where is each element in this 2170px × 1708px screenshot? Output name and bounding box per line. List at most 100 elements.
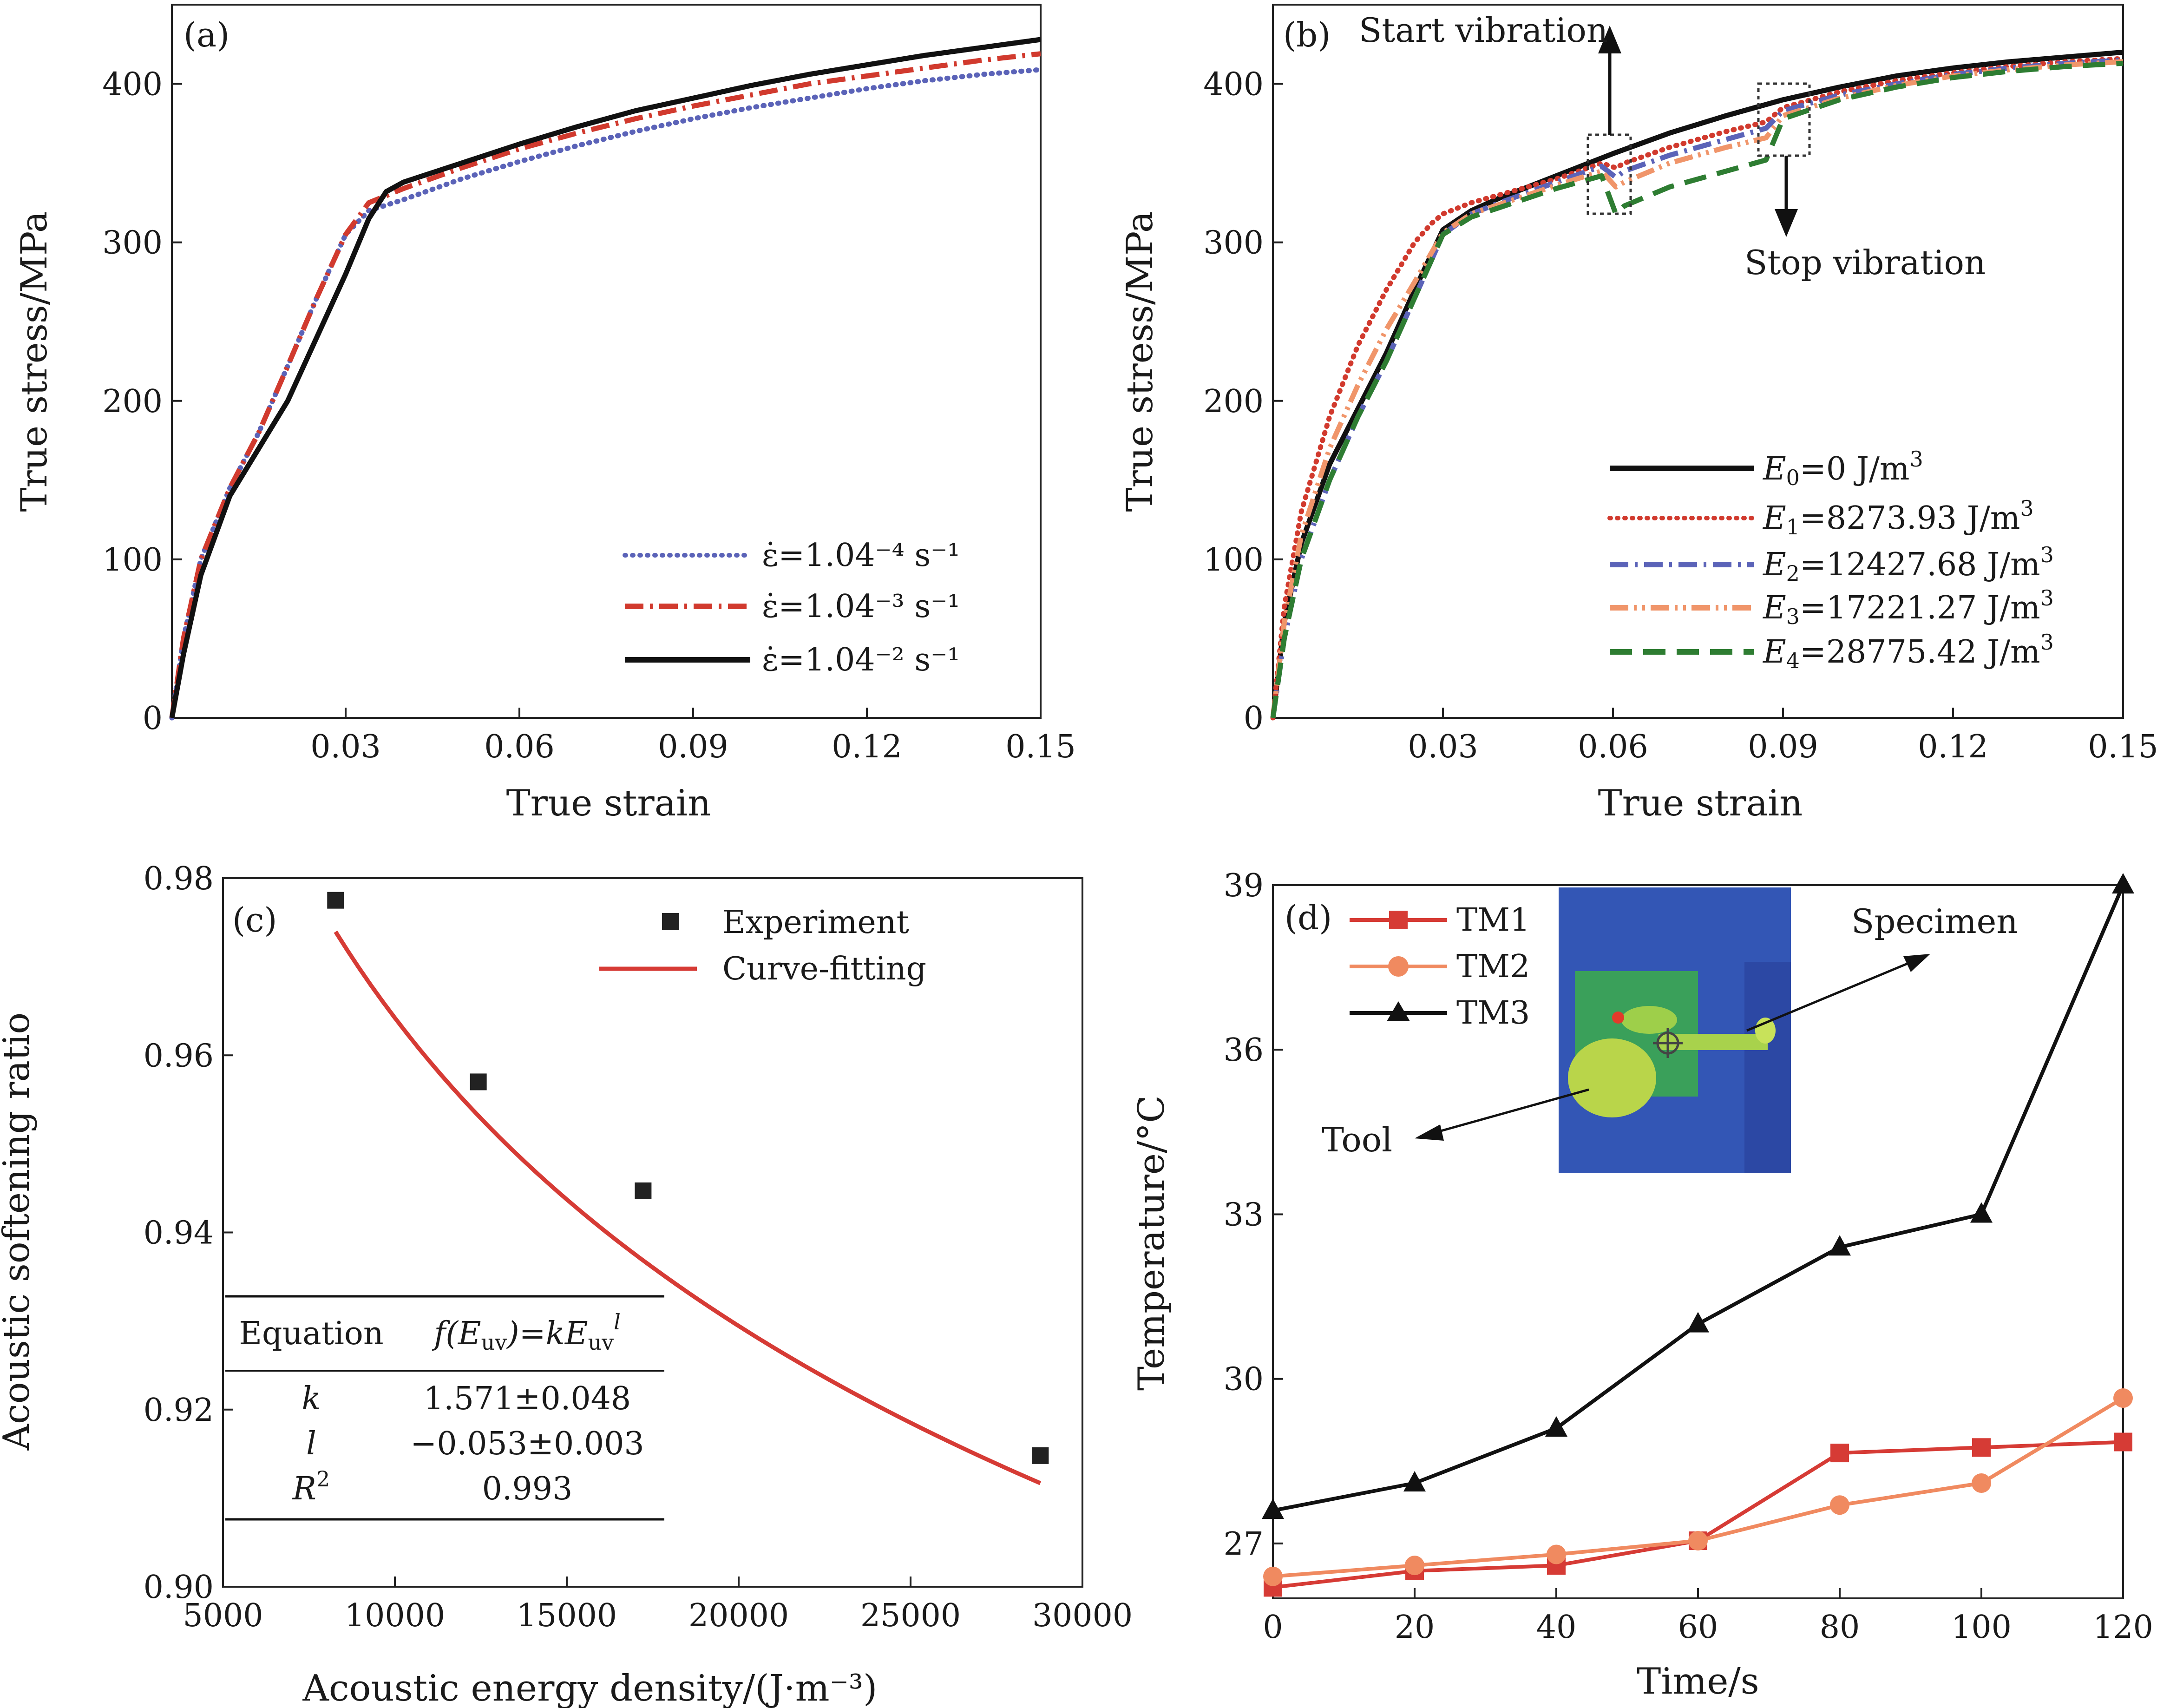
marker-TM3 bbox=[1687, 1312, 1709, 1333]
fit-curve bbox=[334, 930, 1042, 1485]
legend-label-b-0: E0=0 J/m3 bbox=[1762, 447, 1923, 490]
inset-tool-blob bbox=[1568, 1038, 1656, 1117]
legend-label-b-3: E3=17221.27 J/m3 bbox=[1762, 585, 2054, 629]
x-tick-label: 25000 bbox=[860, 1597, 961, 1634]
marker-TM2 bbox=[1405, 1556, 1424, 1576]
inset-specimen-end bbox=[1755, 1018, 1776, 1044]
panel-label-a: (a) bbox=[184, 15, 229, 54]
x-tick-label: 0.15 bbox=[1005, 729, 1075, 765]
y-tick-label: 300 bbox=[102, 225, 163, 262]
series-line-1-3 bbox=[1270, 59, 2124, 718]
y-tick-label: 0.98 bbox=[144, 861, 214, 897]
y-tick-label: 100 bbox=[102, 542, 163, 578]
panel-d: (d) 0 20 40 60 80 100 120 27 30 33 36 39 Specimen T… bbox=[1131, 867, 2153, 1702]
table-row-k-value: 1.571±0.048 bbox=[424, 1380, 631, 1417]
marker-TM3 bbox=[1970, 1202, 1993, 1223]
x-tick-label: 0.06 bbox=[484, 729, 554, 765]
legend-label-a-2: ε̇=1.04⁻² s⁻¹ bbox=[762, 642, 960, 678]
inset-hotspot bbox=[1612, 1012, 1624, 1024]
panel-label-d: (d) bbox=[1285, 898, 1332, 937]
legend-label-tm2: TM2 bbox=[1456, 948, 1530, 985]
panel-a: (a) 0.03 0.06 0.09 0.12 0.15 0 100 200 300 400 Tr… bbox=[13, 4, 1076, 824]
x-tick-label: 0.12 bbox=[1918, 729, 1988, 765]
table-row-k-name: k bbox=[302, 1380, 321, 1417]
inset-specimen-neck bbox=[1621, 1006, 1677, 1034]
panel-c: (c) 5000 10000 15000 20000 25000 30000 0.90 0.9… bbox=[0, 861, 1133, 1708]
x-tick-label: 0 bbox=[1263, 1609, 1283, 1646]
marker-TM3 bbox=[1262, 1498, 1284, 1519]
marker-TM2 bbox=[1688, 1531, 1708, 1551]
y-tick-label: 100 bbox=[1203, 542, 1264, 578]
x-axis-title-d: Time/s bbox=[1637, 1661, 1759, 1702]
y-tick-label: 0.90 bbox=[144, 1569, 214, 1606]
legend-marker-tm2 bbox=[1388, 956, 1409, 977]
marker-TM2 bbox=[2113, 1388, 2133, 1408]
plot-frame-b bbox=[1272, 4, 2124, 719]
x-tick-label: 20000 bbox=[688, 1597, 789, 1634]
x-tick-label: 0.06 bbox=[1578, 729, 1648, 765]
legend-label-a-1: ε̇=1.04⁻³ s⁻¹ bbox=[762, 588, 960, 625]
x-tick-label: 0.03 bbox=[310, 729, 380, 765]
series-line-0-2 bbox=[169, 37, 1041, 718]
fit-table: Equation f(Euv)=kEuvl k 1.571±0.048 l −0… bbox=[225, 1295, 664, 1521]
table-header-formula: f(Euv)=kEuvl bbox=[432, 1309, 621, 1355]
marker-TM2 bbox=[1830, 1495, 1849, 1515]
experiment-point bbox=[1032, 1447, 1049, 1464]
legend-label-tm3: TM3 bbox=[1456, 995, 1530, 1031]
x-axis-title-a: True strain bbox=[506, 782, 711, 824]
series-line-1-0 bbox=[1270, 49, 2124, 718]
thermal-inset bbox=[1559, 887, 1791, 1173]
start-vibration-label: Start vibration bbox=[1359, 11, 1608, 50]
table-row-l-value: −0.053±0.003 bbox=[410, 1426, 644, 1462]
tool-arrowhead bbox=[1415, 1124, 1444, 1141]
x-tick-label: 20 bbox=[1395, 1609, 1435, 1646]
series-line-1-2 bbox=[1270, 57, 2124, 718]
experiment-point bbox=[635, 1182, 652, 1199]
y-tick-label: 36 bbox=[1223, 1032, 1264, 1069]
marker-TM2 bbox=[1547, 1544, 1566, 1564]
specimen-arrow bbox=[1746, 959, 1914, 1032]
x-tick-label: 0.15 bbox=[2088, 729, 2158, 765]
plot-frame-a bbox=[171, 4, 1042, 719]
marker-TM2 bbox=[1972, 1473, 1991, 1493]
specimen-label: Specimen bbox=[1851, 902, 2018, 941]
x-tick-label: 60 bbox=[1678, 1609, 1718, 1646]
ticks-b: 0.03 0.06 0.09 0.12 0.15 0 100 200 300 400 bbox=[1203, 66, 2158, 765]
y-tick-label: 400 bbox=[102, 66, 163, 103]
experiment-points bbox=[327, 892, 1049, 1464]
series-d bbox=[1262, 873, 2134, 1597]
series-line-0-1 bbox=[169, 51, 1041, 718]
legend-marker-tm3 bbox=[1387, 1001, 1410, 1021]
experiment-point bbox=[470, 1073, 487, 1090]
y-tick-label: 39 bbox=[1223, 867, 1264, 904]
ticks-d: 0 20 40 60 80 100 120 27 30 33 36 39 bbox=[1223, 867, 2153, 1646]
panel-b: (b) 0.03 0.06 0.09 0.12 0.15 0 100 200 300 400 St… bbox=[1119, 4, 2158, 824]
y-axis-title-c: Acoustic softening ratio bbox=[0, 1012, 38, 1451]
x-tick-label: 100 bbox=[1951, 1609, 2012, 1646]
legend-label-b-1: E1=8273.93 J/m3 bbox=[1762, 496, 2034, 539]
tool-label: Tool bbox=[1322, 1120, 1392, 1159]
legend-swatch-experiment bbox=[662, 913, 679, 930]
y-tick-label: 0.92 bbox=[144, 1392, 214, 1429]
tool-arrow bbox=[1430, 1088, 1589, 1135]
x-tick-label: 40 bbox=[1536, 1609, 1577, 1646]
legend-label-b-2: E2=12427.68 J/m3 bbox=[1762, 542, 2054, 586]
start-vibration-box bbox=[1587, 133, 1632, 215]
y-tick-label: 200 bbox=[102, 383, 163, 420]
table-row-r2-name: R2 bbox=[292, 1466, 330, 1507]
y-axis-title-d: Temperature/°C bbox=[1131, 1095, 1173, 1391]
series-line-1-4 bbox=[1270, 60, 2124, 718]
y-tick-label: 33 bbox=[1223, 1196, 1264, 1233]
marker-TM1 bbox=[1972, 1438, 1991, 1457]
specimen-arrowhead bbox=[1903, 954, 1930, 972]
x-tick-label: 120 bbox=[2093, 1609, 2153, 1646]
x-tick-label: 10000 bbox=[345, 1597, 445, 1634]
legend-label-tm1: TM1 bbox=[1456, 902, 1530, 939]
x-axis-title-b: True strain bbox=[1598, 782, 1803, 824]
legend-label-a-0: ε̇=1.04⁻⁴ s⁻¹ bbox=[762, 537, 960, 574]
x-tick-label: 15000 bbox=[517, 1597, 617, 1634]
y-tick-label: 0.94 bbox=[144, 1215, 214, 1252]
y-tick-label: 27 bbox=[1223, 1526, 1264, 1563]
y-axis-title-a: True stress/MPa bbox=[13, 211, 55, 512]
